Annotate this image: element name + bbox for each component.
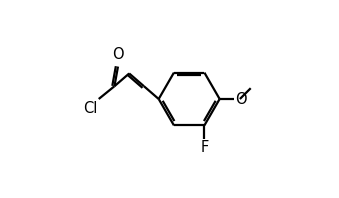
Text: O: O [235,91,246,107]
Text: Cl: Cl [83,101,97,116]
Text: F: F [200,140,208,155]
Text: O: O [112,47,124,62]
